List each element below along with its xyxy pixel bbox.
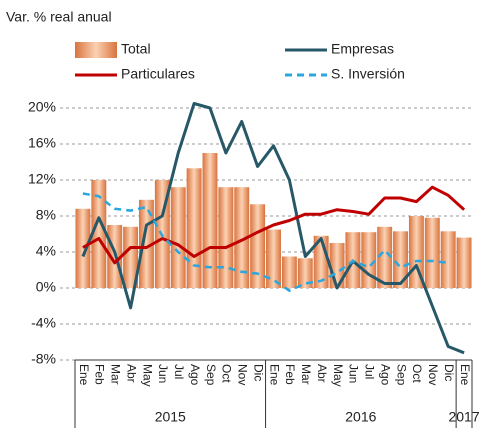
x-tick-label: Mar [299,364,313,385]
y-tick-label: 20% [28,99,56,115]
y-tick-label: 12% [28,171,56,187]
bar [297,258,313,288]
line-series [81,102,465,355]
y-tick-label: -4% [31,315,56,331]
x-tick-label: Dic [251,364,265,381]
legend-label: Particulares [121,66,195,82]
x-tick-label: Nov [236,364,250,385]
line-series [82,192,449,292]
x-tick-label: Oct [220,364,234,383]
x-tick-label: Sep [204,364,218,386]
x-tick-label: Feb [93,364,107,385]
x-tick-label: Feb [283,364,297,385]
bar [186,168,202,288]
x-tick-label: Mar [109,364,123,385]
bar [440,231,456,288]
x-tick-label: Ago [188,364,202,386]
bar [250,204,266,288]
x-tick-label: May [331,364,345,387]
bar [218,187,234,288]
line-series [82,185,466,265]
bar [170,187,186,288]
legend-swatch [75,42,117,58]
bar [456,237,472,288]
bar [123,226,139,288]
bar [266,229,281,288]
x-tick-label: Nov [426,364,440,385]
x-tick-label: Abr [124,364,138,383]
year-label: 2016 [345,409,376,425]
x-tick-label: Jul [363,364,377,379]
legend-label: S. Inversión [331,66,405,82]
bar [377,226,393,288]
x-tick-label: May [140,364,154,387]
bar [281,256,297,288]
y-tick-label: -8% [31,351,56,367]
x-tick-label: Jul [172,364,186,379]
x-tick-label: Ene [77,364,91,386]
bar [234,187,250,288]
x-tick-label: Jun [156,364,170,383]
year-label: 2017 [448,409,479,425]
bar [361,232,377,288]
x-tick-label: Oct [410,364,424,383]
y-tick-label: 0% [36,279,56,295]
year-label: 2015 [155,409,186,425]
legend-label: Empresas [331,41,394,57]
subtitle: Var. % real anual [6,9,112,25]
x-tick-label: Ene [267,364,281,386]
x-tick-label: Ago [378,364,392,386]
bar [424,217,440,288]
y-tick-label: 8% [36,207,56,223]
bar [91,180,107,288]
y-tick-label: 16% [28,135,56,151]
bar [393,231,409,288]
x-tick-label: Sep [394,364,408,386]
x-tick-label: Jun [347,364,361,383]
x-tick-label: Dic [442,364,456,381]
x-tick-label: Ene [458,364,472,386]
bar [202,153,218,288]
x-tick-label: Abr [315,364,329,383]
bar [75,208,91,288]
y-tick-label: 4% [36,243,56,259]
legend-label: Total [121,41,151,57]
